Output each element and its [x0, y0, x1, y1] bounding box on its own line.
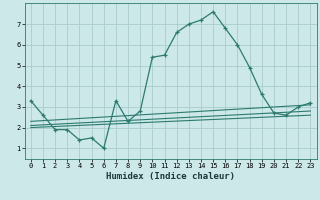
X-axis label: Humidex (Indice chaleur): Humidex (Indice chaleur) [106, 172, 235, 181]
